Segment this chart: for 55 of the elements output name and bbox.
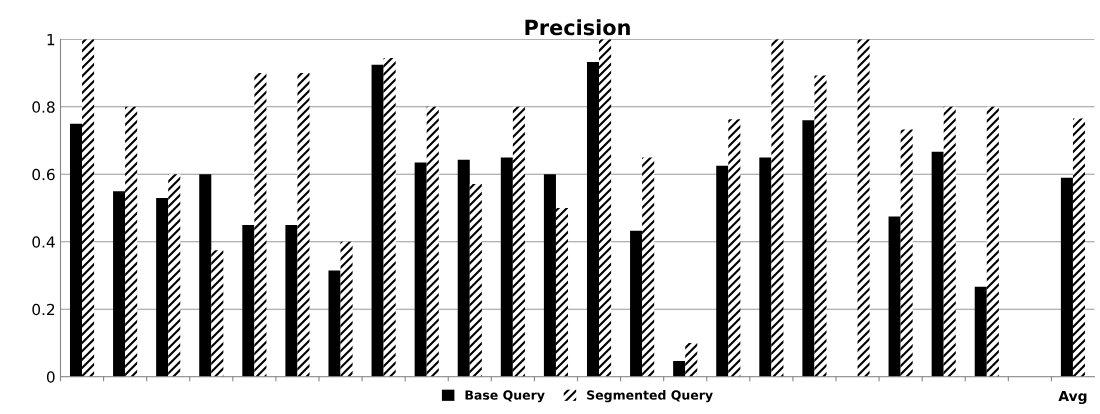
bar xyxy=(759,157,772,377)
bar xyxy=(426,106,439,377)
bar xyxy=(543,174,556,377)
bar xyxy=(211,250,224,377)
legend-label: Base Query xyxy=(465,390,545,403)
bar xyxy=(943,106,956,377)
bar xyxy=(82,39,95,377)
y-tick-label: 0.8 xyxy=(32,101,55,113)
bar xyxy=(728,119,741,377)
bar xyxy=(69,123,83,377)
bar xyxy=(986,106,999,377)
bar xyxy=(685,343,698,377)
bar xyxy=(974,286,987,377)
bar xyxy=(457,159,470,377)
bar xyxy=(512,106,525,377)
bar xyxy=(599,39,612,377)
bar xyxy=(586,61,600,377)
bar xyxy=(340,241,353,377)
bar xyxy=(814,75,827,377)
bar xyxy=(371,64,384,377)
bar xyxy=(802,120,815,377)
y-tick-label: 0 xyxy=(46,371,55,383)
bar xyxy=(931,151,944,377)
bar xyxy=(857,39,870,377)
bar xyxy=(888,216,901,377)
y-tick-label: 0.6 xyxy=(32,168,55,181)
y-tick-label: 1 xyxy=(47,34,55,46)
bar xyxy=(242,224,255,377)
legend-label: Segmented Query xyxy=(587,390,713,403)
bar xyxy=(673,360,686,377)
bar xyxy=(254,73,267,377)
bar xyxy=(1060,177,1073,377)
bar xyxy=(328,270,341,377)
bar xyxy=(113,191,126,377)
bar xyxy=(414,162,427,377)
bar xyxy=(168,174,181,377)
y-tick-label: 0.2 xyxy=(32,303,55,316)
bar xyxy=(297,73,310,377)
bar xyxy=(125,106,138,377)
bar xyxy=(156,197,169,377)
bar xyxy=(469,184,482,377)
bar xyxy=(383,57,396,377)
chart-title: Precision xyxy=(525,19,630,36)
bar xyxy=(500,157,513,377)
bar xyxy=(555,208,569,377)
bar xyxy=(771,39,784,377)
bar xyxy=(900,129,913,377)
y-tick-label: 0.4 xyxy=(32,236,55,248)
bar xyxy=(1072,118,1086,377)
bar xyxy=(199,174,212,377)
bar xyxy=(642,157,655,377)
bar xyxy=(716,165,729,377)
x-tick-label: Avg xyxy=(1058,390,1087,405)
bar xyxy=(630,230,643,377)
bar xyxy=(285,224,298,377)
